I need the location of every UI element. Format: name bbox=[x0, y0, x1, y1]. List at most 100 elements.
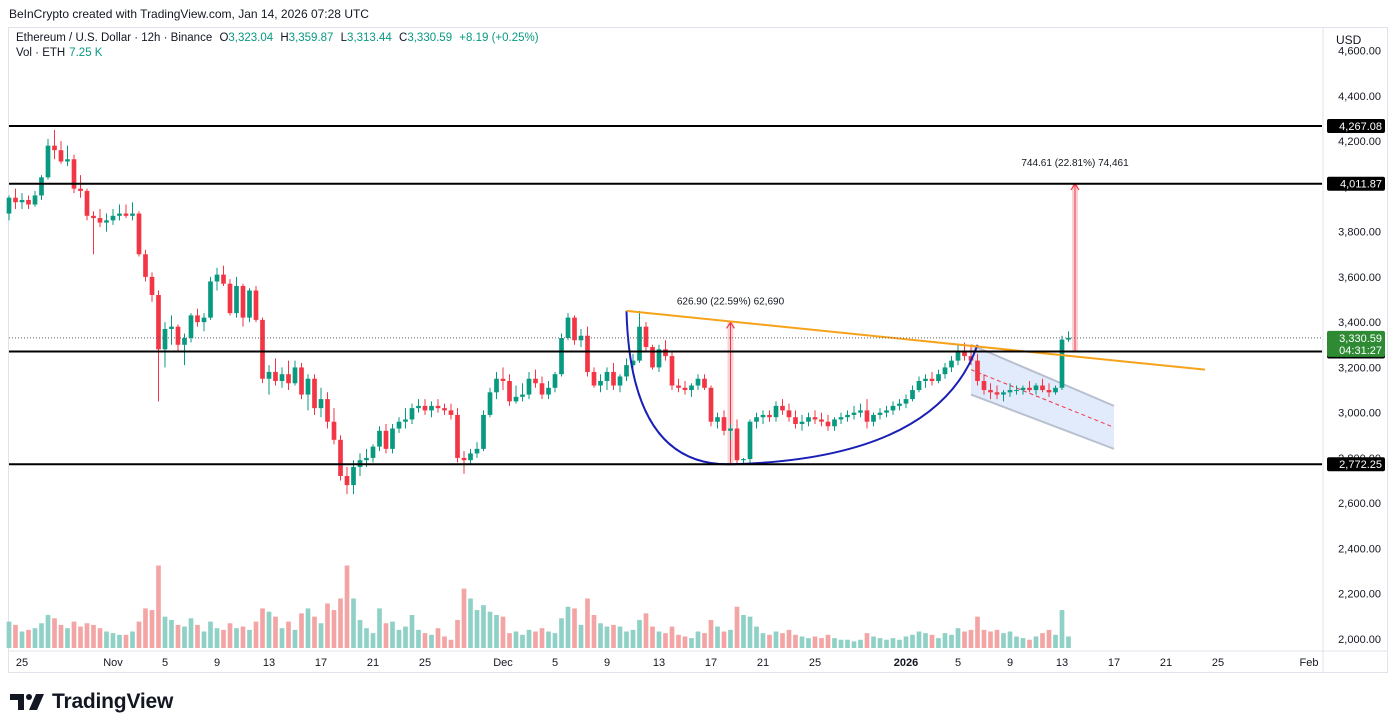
volume-bar bbox=[702, 633, 707, 648]
volume-bar bbox=[377, 608, 382, 648]
volume-bar bbox=[416, 629, 421, 648]
volume-bar bbox=[1066, 636, 1071, 648]
candle-body bbox=[728, 428, 733, 431]
candle-body bbox=[429, 405, 434, 411]
candle-body bbox=[864, 410, 870, 422]
candle-body bbox=[838, 417, 844, 420]
candle-body bbox=[1014, 390, 1019, 392]
volume-bar bbox=[26, 629, 31, 648]
volume-bar bbox=[292, 629, 298, 648]
level-tag-label: 4,011.87 bbox=[1340, 179, 1382, 191]
volume-bar bbox=[13, 624, 18, 648]
candle-body bbox=[338, 439, 343, 477]
candle-body bbox=[786, 410, 792, 418]
candle-body bbox=[214, 274, 220, 282]
candle-body bbox=[598, 380, 603, 386]
volume-bar bbox=[520, 634, 525, 648]
candle-body bbox=[383, 430, 389, 449]
volume-bar bbox=[448, 639, 454, 648]
candle-body bbox=[494, 378, 499, 393]
volume-bar bbox=[552, 633, 558, 648]
candle-body bbox=[305, 378, 311, 395]
volume-bar bbox=[435, 628, 441, 648]
candle-body bbox=[325, 399, 330, 422]
bar-countdown-label: 04:31:27 bbox=[1339, 345, 1382, 357]
x-tick-label: Dec bbox=[493, 657, 513, 669]
volume-bar bbox=[786, 629, 792, 648]
candle-body bbox=[312, 378, 317, 409]
volume-bar bbox=[1046, 629, 1052, 648]
x-tick-label: Nov bbox=[103, 657, 123, 669]
y-tick-label: 4,600.00 bbox=[1338, 46, 1381, 58]
candle-body bbox=[182, 338, 187, 345]
candle-body bbox=[734, 428, 740, 461]
volume-bar bbox=[442, 636, 447, 648]
volume-bar bbox=[253, 621, 259, 648]
volume-bar bbox=[455, 619, 460, 648]
currency-label[interactable]: USD bbox=[1336, 33, 1362, 47]
candle-body bbox=[78, 188, 83, 191]
volume-bar bbox=[201, 631, 207, 648]
volume-bar bbox=[565, 606, 571, 648]
candle-body bbox=[617, 376, 623, 386]
close-value: 3,330.59 bbox=[407, 32, 453, 44]
volume-bar bbox=[604, 626, 610, 648]
low-label: L bbox=[340, 32, 348, 44]
volume-bar bbox=[793, 634, 798, 648]
candle-body bbox=[533, 378, 538, 384]
x-tick-label: 9 bbox=[1007, 657, 1013, 669]
volume-bar bbox=[656, 631, 662, 648]
volume-bar bbox=[240, 626, 246, 648]
candle-body bbox=[994, 392, 1000, 395]
candle-body bbox=[156, 295, 161, 350]
volume-bar bbox=[630, 629, 636, 648]
measure-label: 744.61 (22.81%) 74,461 bbox=[1021, 158, 1129, 169]
volume-bar bbox=[39, 623, 44, 648]
close-label: C bbox=[399, 32, 408, 44]
volume-bar bbox=[539, 628, 545, 648]
volume-bar bbox=[643, 613, 649, 648]
volume-bar bbox=[390, 621, 395, 648]
candle-body bbox=[832, 419, 837, 427]
volume-bar bbox=[325, 603, 330, 648]
x-tick-label: 13 bbox=[653, 657, 665, 669]
open-value: 3,323.04 bbox=[228, 32, 274, 44]
candle-body bbox=[663, 349, 668, 357]
volume-bar bbox=[78, 626, 83, 648]
candle-body bbox=[715, 417, 720, 422]
volume-bar bbox=[611, 624, 616, 648]
high-label: H bbox=[280, 32, 289, 44]
candle-body bbox=[858, 410, 863, 413]
candle-body bbox=[468, 453, 473, 461]
candle-body bbox=[825, 421, 831, 427]
candle-body bbox=[416, 405, 421, 409]
volume-bar bbox=[897, 639, 902, 648]
candle-body bbox=[1020, 387, 1026, 391]
volume-bar bbox=[760, 633, 766, 648]
volume-bar bbox=[962, 631, 967, 648]
volume-bar bbox=[1040, 633, 1045, 648]
volume-bar bbox=[65, 628, 70, 648]
candle-body bbox=[240, 285, 246, 318]
candle-body bbox=[1053, 387, 1058, 393]
candle-body bbox=[188, 315, 194, 338]
candle-body bbox=[936, 374, 941, 381]
volume-bar bbox=[481, 605, 486, 648]
candle-body bbox=[572, 317, 577, 341]
candle-body bbox=[91, 215, 96, 219]
candle-body bbox=[565, 317, 571, 338]
candle-body bbox=[773, 405, 779, 418]
candle-body bbox=[552, 374, 558, 388]
volume-bar bbox=[591, 615, 597, 648]
candle-body bbox=[929, 378, 935, 381]
volume-bar bbox=[221, 629, 226, 648]
volume-bar bbox=[1053, 634, 1058, 648]
candle-body bbox=[390, 428, 395, 449]
candle-body bbox=[650, 347, 655, 368]
volume-bar bbox=[403, 626, 408, 648]
candle-body bbox=[435, 405, 441, 409]
volume-bar bbox=[513, 631, 519, 648]
volume-bar bbox=[981, 629, 987, 648]
chart-frame bbox=[8, 27, 1388, 673]
